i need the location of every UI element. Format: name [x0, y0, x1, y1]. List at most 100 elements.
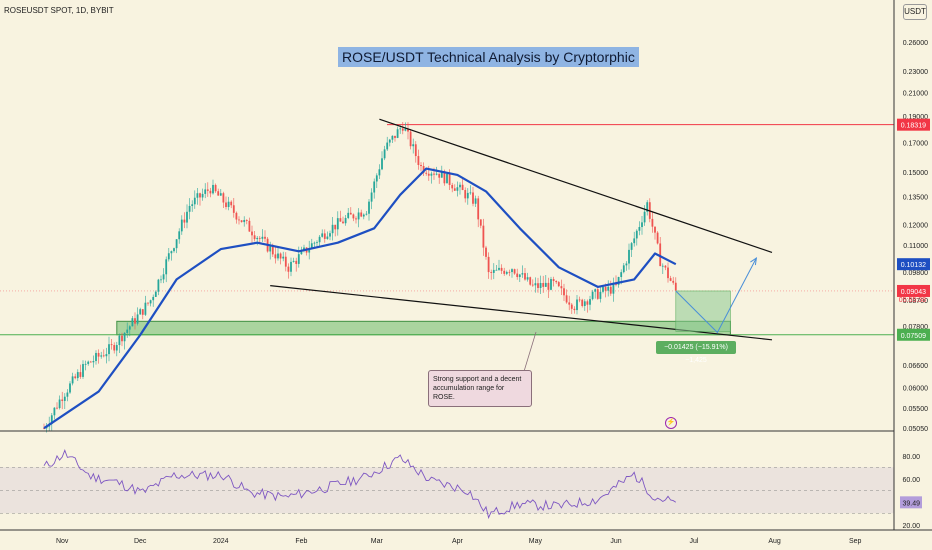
- candle-body: [516, 273, 519, 278]
- candle-body: [378, 169, 381, 176]
- candle-body: [76, 372, 79, 379]
- candle-body: [110, 344, 113, 346]
- candle-body: [222, 193, 225, 203]
- candle-body: [339, 218, 342, 222]
- support-zone: [116, 320, 731, 336]
- candle-body: [427, 173, 430, 176]
- candle-body: [620, 272, 623, 278]
- support-note: Strong support and a decent accumulation…: [428, 370, 532, 407]
- candle-body: [349, 212, 352, 215]
- candle-body: [430, 173, 433, 176]
- candle-body: [495, 269, 498, 271]
- candle-body: [425, 172, 428, 174]
- candle-body: [482, 225, 485, 248]
- candle-body: [391, 135, 394, 140]
- candle-body: [656, 232, 659, 244]
- candle-body: [180, 219, 183, 232]
- candle-body: [485, 247, 487, 257]
- candle-body: [589, 299, 591, 305]
- candle-body: [69, 383, 71, 393]
- time-tick-label: Mar: [371, 538, 384, 545]
- candle-body: [659, 243, 662, 267]
- candle-body: [97, 352, 100, 357]
- candle-body: [193, 197, 196, 205]
- candle-body: [643, 211, 646, 223]
- candle-body: [591, 291, 594, 300]
- candle-body: [414, 144, 417, 157]
- candle-body: [565, 295, 568, 303]
- price-tag: [897, 284, 930, 297]
- symbol-label: ROSEUSDT SPOT, 1D, BYBIT: [4, 6, 114, 15]
- candle-body: [409, 131, 412, 147]
- candle-body: [128, 326, 131, 330]
- candle-body: [661, 265, 664, 267]
- candle-body: [183, 219, 186, 223]
- candle-body: [500, 267, 503, 271]
- candle-body: [539, 283, 542, 288]
- candle-body: [352, 214, 355, 219]
- candle-body: [157, 279, 160, 292]
- candle-body: [599, 291, 602, 299]
- candle-body: [459, 184, 461, 188]
- lightning-icon[interactable]: ⚡: [665, 417, 677, 429]
- candle-body: [433, 173, 435, 175]
- candle-body: [214, 184, 217, 192]
- candle-body: [243, 219, 246, 223]
- candle-body: [308, 248, 311, 253]
- candle-body: [300, 250, 303, 255]
- price-tick-label: 0.13500: [903, 195, 928, 202]
- candle-body: [570, 304, 573, 309]
- price-tag-label: 0.18319: [901, 123, 926, 130]
- rsi-tick-label: 60.00: [902, 477, 920, 484]
- candle-body: [443, 171, 446, 184]
- candle-body: [596, 289, 599, 299]
- candle-body: [269, 246, 272, 252]
- rsi-tick-label: 80.00: [902, 454, 920, 461]
- candle-body: [357, 212, 360, 220]
- candle-body: [123, 332, 126, 342]
- candle-body: [115, 345, 118, 351]
- candle-body: [290, 261, 292, 272]
- candle-body: [401, 128, 404, 131]
- candle-body: [316, 242, 318, 244]
- candle-body: [617, 277, 620, 285]
- candle-body: [508, 271, 511, 273]
- candle-body: [646, 202, 649, 212]
- candle-body: [63, 396, 66, 401]
- candle-body: [121, 335, 123, 342]
- candle-body: [583, 301, 586, 306]
- candle-body: [209, 190, 212, 194]
- candle-body: [641, 222, 643, 228]
- candle-body: [310, 243, 313, 249]
- candle-body: [82, 364, 84, 377]
- rsi-current-label: 39.49: [902, 500, 920, 507]
- candle-body: [144, 302, 147, 315]
- candle-body: [261, 236, 264, 239]
- candle-body: [537, 283, 539, 288]
- candle-body: [456, 187, 459, 191]
- candle-body: [451, 184, 454, 189]
- candle-body: [162, 274, 165, 280]
- currency-label[interactable]: USDT: [903, 4, 927, 20]
- candle-body: [331, 224, 334, 234]
- candle-body: [336, 218, 339, 230]
- price-tick-label: 0.17000: [903, 140, 928, 147]
- candle-body: [360, 212, 363, 217]
- candle-body: [375, 175, 378, 182]
- candle-body: [438, 173, 441, 178]
- candle-body: [170, 251, 173, 254]
- candle-body: [586, 301, 589, 305]
- candle-body: [134, 318, 136, 324]
- candle-body: [404, 128, 407, 131]
- candle-body: [71, 376, 74, 384]
- candle-body: [542, 283, 545, 287]
- candle-body: [604, 286, 607, 291]
- candle-body: [362, 214, 365, 217]
- candle-body: [89, 361, 92, 363]
- candle-body: [53, 407, 56, 416]
- candle-body: [602, 286, 604, 292]
- candle-body: [578, 299, 581, 301]
- candle-body: [630, 243, 633, 250]
